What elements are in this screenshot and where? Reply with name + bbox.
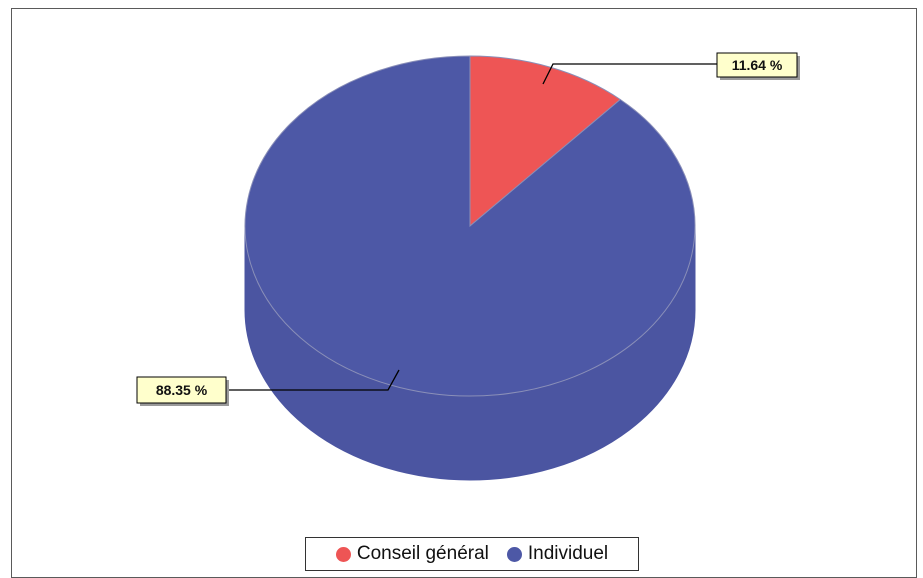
label-box-0: [716, 52, 798, 78]
leader-line-1: [226, 369, 400, 391]
legend-swatch-conseil-general: [335, 546, 351, 562]
pie-slice-0: [469, 55, 622, 228]
legend-swatch-individuel: [506, 546, 522, 562]
legend-label-conseil-general: Conseil général: [356, 543, 489, 564]
legend-item-individuel: Individuel: [506, 543, 609, 565]
data-label-1: 88.35 %: [156, 382, 208, 398]
label-box-1: [136, 376, 227, 404]
pie-top: [244, 55, 696, 397]
pie-labels: 11.64 % 88.35 %: [136, 52, 800, 406]
legend-label-individuel: Individuel: [527, 543, 609, 564]
legend: Conseil général Individuel: [305, 537, 639, 571]
data-label-0: 11.64 %: [732, 57, 783, 73]
leader-line-0: [542, 63, 717, 85]
legend-item-conseil-general: Conseil général: [335, 543, 489, 565]
pie-slice-1: [244, 55, 696, 397]
